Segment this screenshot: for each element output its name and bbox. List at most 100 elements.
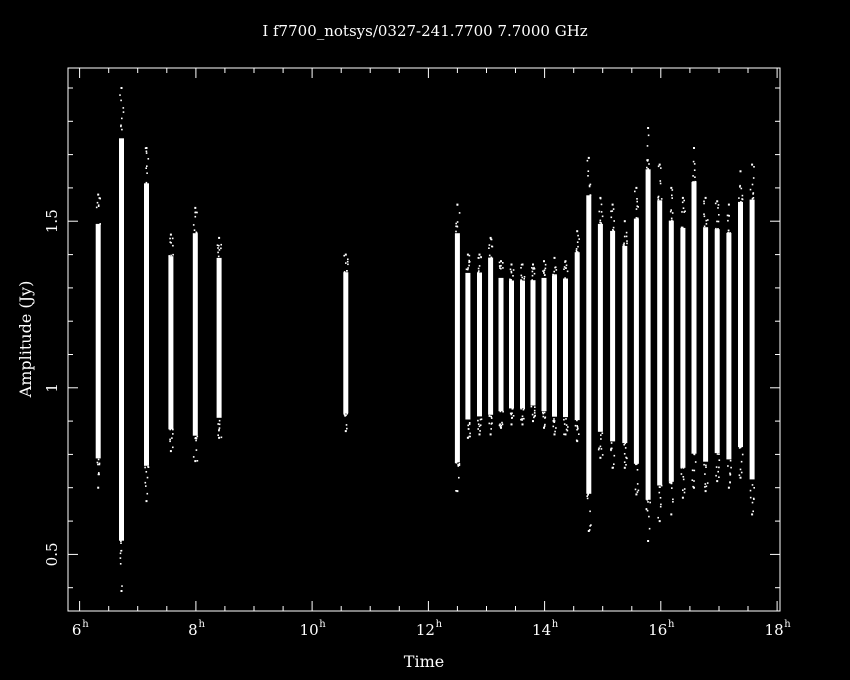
scan-point	[635, 217, 638, 219]
scan-extreme-point	[466, 436, 469, 439]
scan-point	[566, 270, 569, 273]
scan-point	[343, 413, 346, 416]
scan-point	[145, 471, 148, 473]
scan-20	[597, 196, 604, 459]
scan-point	[172, 433, 174, 435]
scan-point	[575, 248, 578, 250]
scan-point	[670, 209, 672, 211]
scan-point	[610, 448, 612, 450]
scan-extreme-point	[623, 466, 626, 469]
scan-extreme-point	[704, 490, 707, 493]
scan-point	[671, 219, 673, 222]
scan-point	[120, 549, 123, 552]
scan-point	[658, 491, 661, 494]
scan-point	[145, 181, 148, 184]
scan-point	[120, 124, 122, 127]
scan-point	[99, 197, 101, 200]
scan-point	[192, 456, 195, 458]
scan-point	[680, 226, 683, 229]
scan-point	[488, 415, 491, 417]
scan-point	[753, 166, 755, 168]
scan-5	[216, 236, 223, 439]
x-tick-label: 16	[648, 621, 667, 639]
scan-point	[196, 460, 199, 462]
scan-extreme-point	[599, 456, 602, 459]
scan-band	[703, 227, 709, 462]
scan-point	[703, 463, 705, 466]
scan-point	[510, 270, 513, 273]
scan-point	[542, 411, 544, 414]
scan-point	[499, 267, 501, 269]
scan-point	[195, 437, 198, 440]
scan-extreme-point	[500, 426, 502, 429]
scan-point	[122, 111, 125, 113]
scan-point	[458, 212, 461, 214]
scan-point	[563, 268, 565, 270]
scan-point	[692, 181, 694, 183]
scan-point	[520, 267, 522, 269]
scan-extreme-point	[658, 163, 661, 166]
scan-point	[660, 198, 663, 200]
scan-point	[681, 211, 683, 213]
scan-extreme-point	[576, 230, 579, 233]
scan-extreme-point	[456, 203, 459, 206]
x-tick-label: 8	[188, 621, 198, 639]
ticks-layer: 6 h 8 h 10 h 12 h 14 h 16 h 18 h0.511.5	[43, 68, 791, 639]
scan-band	[509, 280, 514, 409]
scan-point	[491, 245, 493, 248]
scan-point	[544, 263, 547, 266]
scan-1	[119, 87, 125, 592]
scan-point	[343, 413, 345, 415]
scan-point	[682, 476, 685, 478]
scan-extreme-point	[120, 590, 123, 592]
scan-point	[727, 232, 729, 234]
scan-band	[95, 223, 101, 459]
scan-extreme-point	[466, 253, 469, 256]
scan-28	[691, 147, 697, 489]
scan-point	[456, 225, 458, 228]
scan-extreme-point	[489, 236, 492, 239]
scan-point	[217, 255, 220, 258]
scan-point	[636, 200, 638, 203]
scan-point	[469, 432, 471, 435]
scan-point	[587, 493, 589, 495]
scan-point	[122, 107, 125, 109]
scan-point	[145, 152, 148, 154]
scan-point	[636, 463, 638, 465]
scan-point	[705, 466, 707, 468]
scan-point	[217, 423, 219, 425]
scan-extreme-point	[564, 260, 567, 263]
scan-extreme-point	[532, 420, 534, 423]
scan-band	[477, 272, 482, 417]
scan-point	[623, 461, 626, 463]
scan-point	[588, 184, 591, 187]
scan-extreme-point	[521, 263, 524, 266]
scan-point	[729, 473, 732, 476]
scan-band	[586, 195, 592, 494]
scan-point	[96, 201, 99, 204]
scan-point	[488, 254, 491, 257]
scan-point	[218, 244, 220, 247]
scan-point	[146, 172, 148, 174]
scan-point	[657, 198, 660, 201]
scan-point	[587, 170, 590, 172]
scan-point	[217, 247, 219, 249]
scan-point	[624, 447, 627, 449]
scan-16	[552, 256, 558, 436]
scan-point	[578, 238, 580, 240]
scan-point	[502, 410, 504, 413]
scan-point	[752, 177, 755, 179]
scan-point	[637, 206, 639, 208]
scan-point	[218, 249, 221, 251]
scan-extreme-point	[681, 196, 684, 199]
scan-point	[217, 251, 219, 254]
scan-point	[726, 214, 729, 217]
scan-point	[467, 428, 470, 430]
scan-point	[458, 476, 460, 479]
scan-point	[727, 229, 730, 232]
scan-extreme-point	[739, 476, 742, 479]
scan-point	[637, 489, 640, 492]
scan-extreme-point	[599, 196, 602, 199]
scan-point	[542, 415, 545, 418]
y-axis-label: Amplitude (Jy)	[16, 281, 35, 399]
